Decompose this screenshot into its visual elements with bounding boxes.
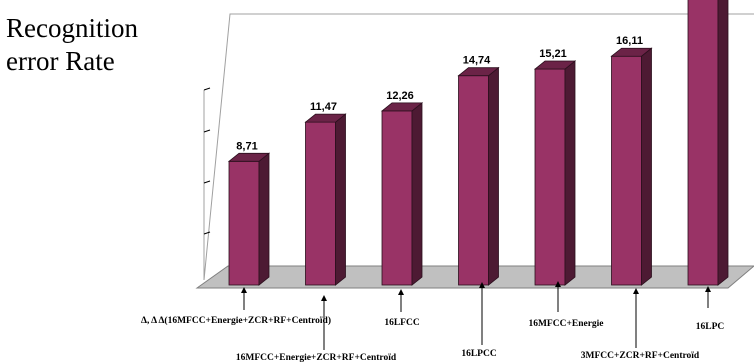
bar: 12,26	[380, 90, 424, 286]
bar-top	[457, 67, 500, 77]
category-label: 3MFCC+ZCR+RF+Centroïd	[581, 288, 700, 361]
data-label: 11,47	[310, 101, 337, 113]
y-axis-label: Recognition error Rate	[6, 12, 138, 78]
bar-side	[488, 66, 499, 286]
y-tick-mark	[203, 231, 211, 235]
bar-front	[228, 160, 260, 286]
bars: 8,71 11,47 12,26 14,74 15,21 16,11 20,63	[227, 0, 729, 286]
bar-top	[304, 113, 347, 123]
data-label: 14,74	[463, 55, 491, 67]
bar-top	[533, 60, 577, 70]
bar-side	[335, 113, 346, 286]
category-text: 16LFCC	[384, 318, 420, 328]
back-wall-outline	[203, 13, 754, 281]
category-text: 16LPCC	[461, 349, 497, 359]
bar-front	[458, 75, 489, 286]
category-label: Δ, Δ Δ(16MFCC+Energie+ZCR+RF+Centroïd)	[141, 287, 331, 326]
bar: 11,47	[304, 101, 347, 286]
label-arrow-head	[633, 288, 639, 294]
y-tick-mark	[203, 129, 211, 133]
category-text: 16MFCC+Energie+ZCR+RF+Centroïd	[236, 353, 397, 362]
category-text: 16LPC	[696, 322, 725, 332]
label-arrow-head	[241, 287, 247, 293]
bar-side	[641, 47, 652, 286]
y-tick-mark	[203, 87, 211, 91]
category-label: 16MFCC+Energie+ZCR+RF+Centroïd	[236, 295, 397, 362]
bar-top	[227, 152, 271, 162]
data-label: 12,26	[386, 90, 414, 102]
bar: 8,71	[227, 140, 271, 286]
data-label: 8,71	[236, 140, 257, 152]
bar-side	[564, 60, 576, 286]
bar-front	[687, 0, 719, 286]
bar-front	[381, 110, 413, 286]
bar-top	[610, 47, 653, 57]
bar: 20,63	[687, 0, 729, 286]
bar: 14,74	[457, 55, 500, 286]
bar-side	[411, 102, 423, 286]
category-label: 16MFCC+Energie	[528, 281, 604, 329]
label-arrow-head	[705, 286, 711, 292]
bar-front	[305, 121, 336, 286]
category-text: Δ, Δ Δ(16MFCC+Energie+ZCR+RF+Centroïd)	[141, 315, 331, 326]
y-axis-label-line-1: Recognition	[6, 13, 138, 43]
category-text: 16MFCC+Energie	[528, 319, 603, 329]
bar: 16,11	[610, 35, 653, 286]
bar-side	[258, 152, 270, 286]
data-label: 16,11	[616, 35, 643, 47]
bar-top	[380, 102, 424, 112]
bar-front	[611, 55, 642, 286]
label-arrow-head	[398, 289, 404, 295]
category-label: 16LPCC	[461, 282, 497, 359]
label-arrow-head	[479, 282, 485, 288]
data-label: 15,21	[539, 48, 567, 60]
category-label: 16LPC	[696, 286, 725, 332]
bar-side	[717, 0, 729, 286]
label-arrow-head	[555, 281, 561, 287]
bar-front	[534, 68, 566, 286]
y-axis-label-line-2: error Rate	[6, 46, 115, 76]
category-text: 3MFCC+ZCR+RF+Centroïd	[581, 351, 700, 361]
label-arrow-head	[321, 295, 327, 301]
category-label: 16LFCC	[384, 289, 420, 328]
category-labels: Δ, Δ Δ(16MFCC+Energie+ZCR+RF+Centroïd) 16…	[141, 281, 724, 362]
y-tick-mark	[203, 180, 211, 184]
bar: 15,21	[533, 48, 577, 286]
